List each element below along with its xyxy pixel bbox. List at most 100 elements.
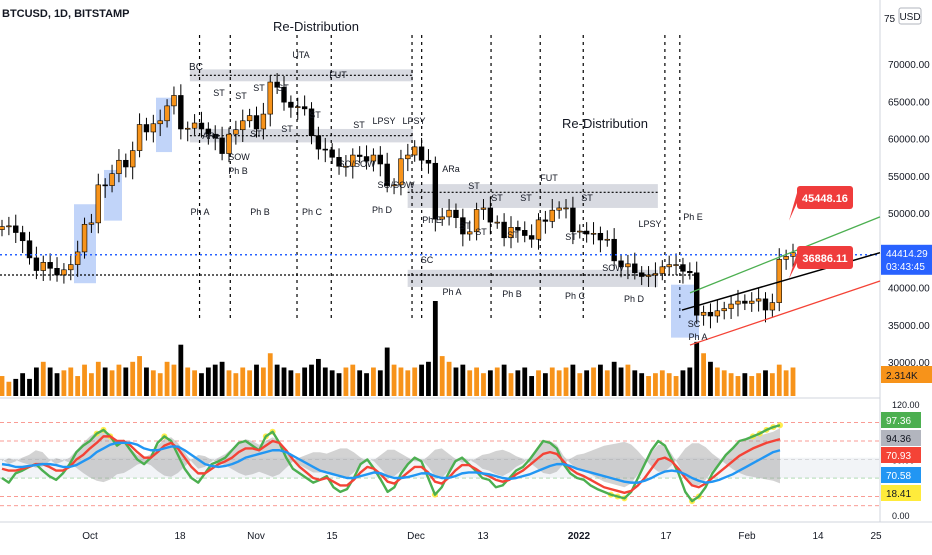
volume-bar	[536, 370, 541, 396]
candle-body	[494, 221, 500, 224]
osc-value-box	[881, 467, 921, 483]
volume-bar	[377, 370, 383, 396]
volume-bar	[604, 370, 610, 396]
wyckoff-label: ST	[520, 193, 532, 203]
trend-lines	[0, 216, 881, 346]
candle-body	[694, 272, 700, 316]
volume-bar	[68, 367, 74, 396]
candle-body	[329, 149, 335, 158]
wyckoff-label: Ph C	[565, 291, 586, 301]
candle-body	[405, 154, 411, 160]
volume-bar	[40, 361, 46, 396]
candle-body	[295, 106, 301, 108]
candle-body	[363, 156, 370, 162]
price-axis: 70000.00 65000.00 60000.00 55000.00 50000.00…	[881, 7, 932, 521]
candle-body	[301, 106, 308, 110]
volume-bar	[494, 367, 500, 396]
price-tick-label: 55000.00	[888, 172, 930, 183]
candle-body	[563, 207, 569, 210]
volume-bar	[673, 376, 679, 396]
time-tick-label: 2022	[568, 531, 591, 542]
candle-body	[577, 230, 583, 233]
candle-body	[556, 207, 562, 211]
candle-body	[590, 232, 597, 235]
wyckoff-label: Ph C	[302, 207, 323, 217]
osc-value-text: 70.58	[886, 471, 911, 482]
candle-body	[535, 219, 542, 240]
candle-body	[47, 262, 53, 269]
price-tick-label: 65000.00	[888, 97, 930, 108]
volume-bar	[322, 367, 328, 396]
oscillator-pane	[0, 422, 880, 507]
candle-body	[652, 273, 659, 276]
candle-body	[61, 269, 67, 276]
osc-value-box	[881, 485, 921, 501]
volume-bar	[89, 373, 94, 396]
wyckoff-label: ST	[250, 129, 262, 139]
volume-bar	[254, 364, 259, 396]
volume-bar	[302, 367, 308, 396]
candle-body	[391, 184, 397, 187]
wyckoff-label: ST	[468, 181, 480, 191]
volume-bar	[61, 370, 67, 396]
wyckoff-label: ST	[281, 124, 293, 134]
candle-body	[116, 159, 122, 174]
candles	[0, 73, 796, 329]
candle-body	[439, 216, 445, 220]
osc-gray-area	[2, 428, 780, 488]
volume-bar	[267, 353, 273, 396]
volume-bar	[522, 367, 528, 396]
grid	[0, 0, 932, 523]
candle-body	[240, 120, 246, 131]
candle-body	[659, 266, 666, 274]
candle-body	[143, 124, 150, 133]
volume-bar	[577, 373, 583, 396]
volume-bar	[398, 367, 404, 396]
candle-body	[508, 227, 514, 239]
callout-pointer	[789, 193, 797, 221]
candle-body	[783, 256, 789, 260]
wyckoff-label: ST	[353, 120, 365, 130]
candle-body	[343, 165, 349, 168]
time-axis: Oct 18 Nov 15 Dec 13 2022 17 Feb 14 25	[82, 531, 882, 542]
volume-bar	[501, 364, 507, 396]
currency-badge: USD	[898, 7, 922, 25]
time-tick-label: 18	[174, 531, 186, 542]
candle-body	[129, 150, 136, 168]
volume-bar	[570, 364, 576, 396]
countdown-timer: 03:43:45	[886, 262, 925, 273]
volume-bar	[639, 373, 645, 396]
volume-bar	[542, 373, 548, 396]
volume-bar	[199, 373, 204, 396]
candle-body	[315, 135, 322, 150]
volume-bar	[735, 376, 741, 396]
candle-body	[418, 146, 425, 161]
volume-bar	[508, 373, 514, 396]
volume-bar	[776, 364, 782, 396]
volume-bar	[260, 367, 266, 396]
candle-body	[356, 154, 363, 157]
volume-bar	[75, 376, 81, 396]
volume-bar	[357, 370, 363, 396]
osc-value-badge: 18.41	[881, 485, 921, 501]
candle-body	[583, 230, 590, 235]
volume-bar	[419, 364, 424, 396]
candle-body	[136, 124, 143, 151]
wyckoff-label: Ph A	[442, 287, 461, 297]
osc-tick-label: 120.00	[892, 400, 920, 410]
volume-bar	[157, 373, 163, 396]
volume-bar	[247, 370, 253, 396]
volume-bar	[192, 370, 197, 396]
candle-body	[191, 122, 198, 129]
osc-value-badge: 70.93	[881, 447, 921, 463]
wyckoff-label: BC	[189, 62, 203, 73]
volume-bar	[529, 376, 535, 396]
candle-body	[6, 225, 12, 228]
volume-bar	[95, 361, 101, 396]
wyckoff-label: FUT	[540, 173, 558, 183]
candle-body	[350, 154, 356, 167]
volume-bar	[453, 367, 459, 396]
candle-body	[109, 173, 115, 186]
